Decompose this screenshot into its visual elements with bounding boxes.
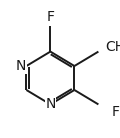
Text: F: F — [112, 105, 120, 119]
Text: CH₃: CH₃ — [106, 40, 120, 54]
Text: N: N — [45, 97, 56, 111]
Text: F: F — [46, 10, 54, 24]
Text: N: N — [16, 59, 26, 73]
